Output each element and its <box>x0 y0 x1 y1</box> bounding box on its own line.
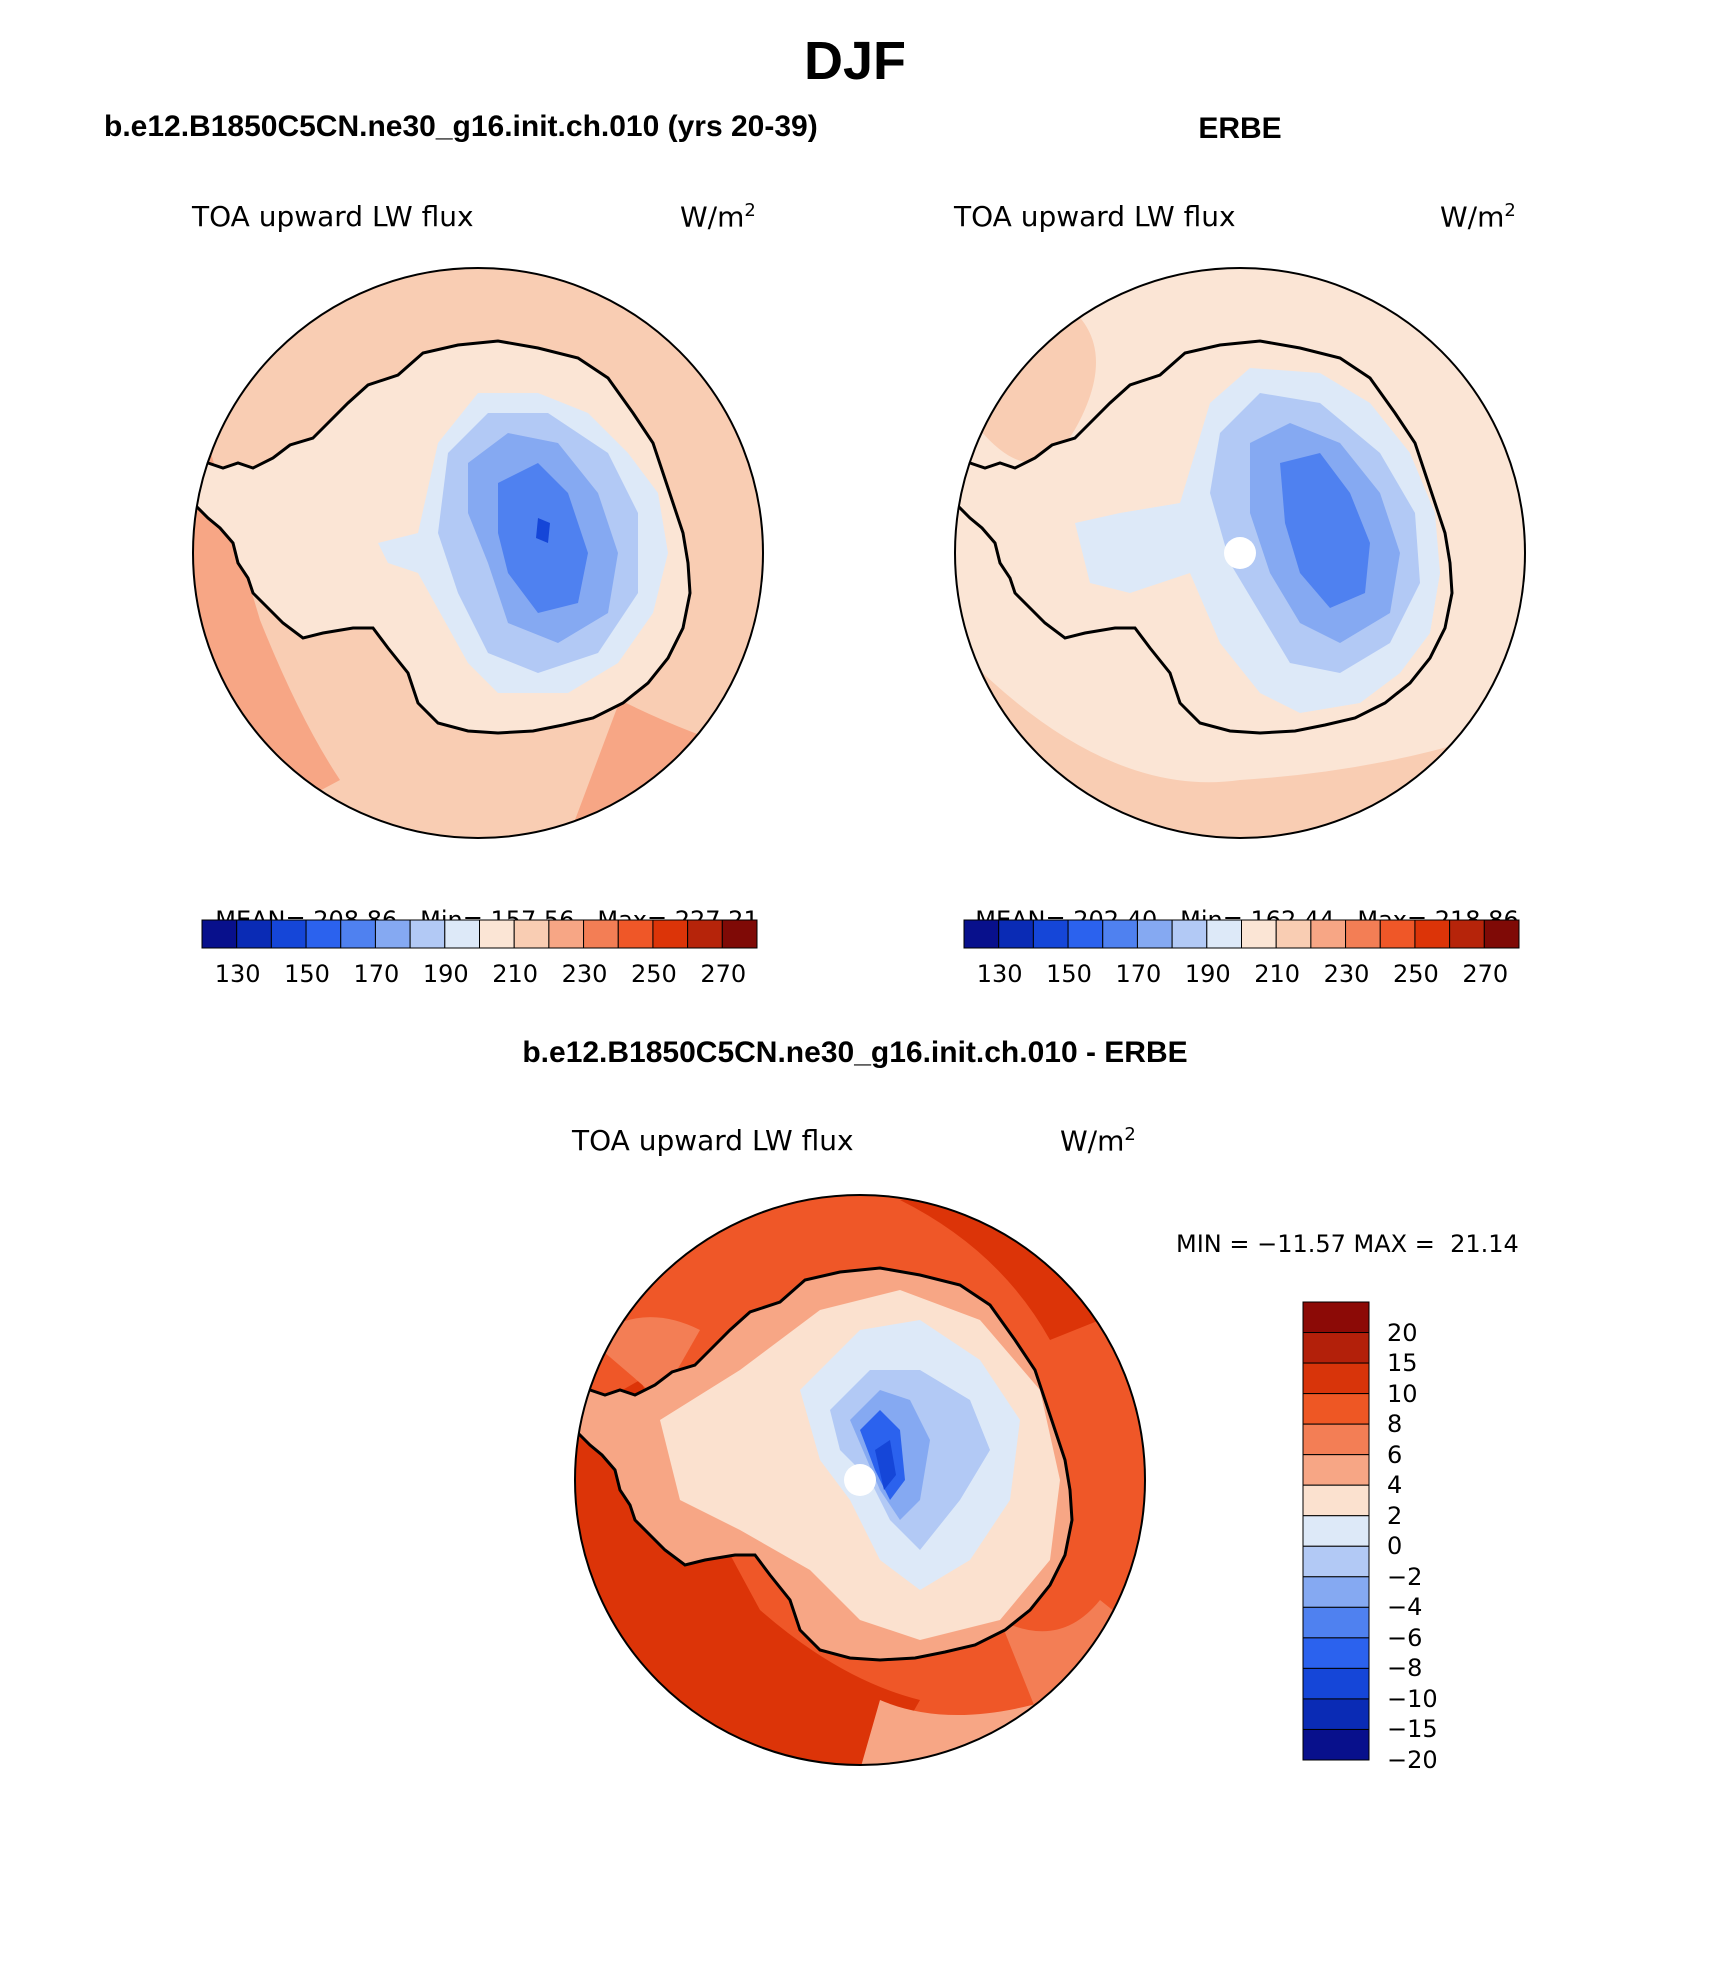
colorbar-swatch <box>1302 1332 1370 1364</box>
colorbar-swatch <box>1302 1698 1370 1730</box>
colorbar-tick-label: 210 <box>492 960 538 988</box>
colorbar-tick-label: 10 <box>1387 1379 1418 1408</box>
colorbar-tick-label: 8 <box>1387 1410 1403 1439</box>
colorbar-swatch <box>1302 1576 1370 1608</box>
colorbar-tick-label: 150 <box>284 960 330 988</box>
colorbar-swatch <box>1032 919 1069 949</box>
colorbar-swatch <box>1310 919 1347 949</box>
colorbar-tick-label: 250 <box>630 960 677 988</box>
colorbar-swatch <box>340 919 376 949</box>
panel-2-map <box>955 268 1525 838</box>
colorbar-swatch <box>444 919 480 949</box>
colorbar-tick-label: −2 <box>1387 1562 1423 1591</box>
colorbar-swatch <box>479 919 515 949</box>
panel-1-colorbar <box>201 919 758 949</box>
panel-1-variable-label: TOA upward LW flux <box>192 200 474 233</box>
colorbar-tick-label: 230 <box>561 960 608 988</box>
colorbar-swatch <box>1302 1667 1370 1700</box>
colorbar-swatch <box>548 919 585 949</box>
colorbar-tick-label: −20 <box>1387 1746 1438 1774</box>
colorbar-swatch <box>236 919 272 949</box>
page-title: DJF <box>803 31 906 91</box>
colorbar-swatch <box>1302 1515 1370 1547</box>
colorbar-tick-label: 170 <box>353 960 400 988</box>
colorbar-tick-label: 270 <box>700 960 747 988</box>
panel-2-colorbar <box>963 919 1520 949</box>
panel-2-map-boundary <box>954 267 1526 839</box>
panel-2-title: ERBE <box>1198 112 1282 145</box>
colorbar-tick-label: 170 <box>1115 960 1162 988</box>
colorbar-tick-label: 270 <box>1462 960 1509 988</box>
colorbar-swatch <box>1302 1301 1370 1334</box>
panel-1-title: b.e12.B1850C5CN.ne30_g16.init.ch.010 (yr… <box>104 110 818 143</box>
colorbar-swatch <box>1345 919 1381 949</box>
panel-1-map <box>193 268 763 838</box>
colorbar-tick-label: −10 <box>1387 1684 1438 1713</box>
colorbar-swatch <box>1067 919 1104 949</box>
colorbar-swatch <box>1302 1606 1370 1639</box>
colorbar-swatch <box>687 919 723 949</box>
panel-2-units-label: W/m2 <box>1440 200 1516 234</box>
colorbar-tick-label: 0 <box>1387 1532 1403 1561</box>
colorbar-swatch <box>201 919 238 949</box>
colorbar-swatch <box>1302 1454 1370 1486</box>
panel-3-map-boundary <box>574 1194 1146 1766</box>
colorbar-tick-label: −8 <box>1387 1654 1423 1683</box>
colorbar-swatch <box>1302 1545 1370 1578</box>
colorbar-tick-label: 15 <box>1387 1349 1418 1378</box>
colorbar-swatch <box>1483 919 1520 949</box>
colorbar-swatch <box>305 919 342 949</box>
colorbar-tick-label: 6 <box>1387 1440 1403 1469</box>
colorbar-swatch <box>409 919 446 949</box>
colorbar-swatch <box>963 919 1000 949</box>
colorbar-swatch <box>583 919 619 949</box>
colorbar-swatch <box>1302 1393 1370 1425</box>
colorbar-swatch <box>1302 1728 1370 1761</box>
colorbar-swatch <box>1275 919 1312 949</box>
panel-3-minmax: MIN = −11.57 MAX = 21.14 <box>1176 1230 1519 1258</box>
panel-1-units-label: W/m2 <box>680 200 756 234</box>
colorbar-tick-label: 210 <box>1254 960 1300 988</box>
colorbar-swatch <box>1302 1423 1370 1456</box>
colorbar-swatch <box>1102 919 1138 949</box>
colorbar-swatch <box>1136 919 1173 949</box>
colorbar-swatch <box>1302 1637 1370 1669</box>
colorbar-swatch <box>998 919 1034 949</box>
colorbar-swatch <box>270 919 307 949</box>
colorbar-tick-label: 250 <box>1392 960 1439 988</box>
colorbar-swatch <box>721 919 758 949</box>
colorbar-swatch <box>1302 1484 1370 1517</box>
colorbar-swatch <box>1171 919 1208 949</box>
colorbar-tick-label: −4 <box>1387 1593 1423 1622</box>
colorbar-swatch <box>1449 919 1485 949</box>
colorbar-swatch <box>1379 919 1416 949</box>
panel-3-variable-label: TOA upward LW flux <box>572 1124 854 1157</box>
colorbar-tick-label: 2 <box>1387 1501 1403 1530</box>
panel-2-variable-label: TOA upward LW flux <box>954 200 1236 233</box>
colorbar-swatch <box>1241 919 1277 949</box>
colorbar-tick-label: 4 <box>1387 1471 1403 1500</box>
colorbar-tick-label: 130 <box>976 960 1023 988</box>
colorbar-tick-label: 190 <box>422 960 469 988</box>
colorbar-tick-label: 150 <box>1046 960 1092 988</box>
colorbar-swatch <box>652 919 689 949</box>
colorbar-tick-label: 230 <box>1323 960 1370 988</box>
panel-3-colorbar <box>1302 1301 1370 1761</box>
colorbar-swatch <box>1302 1362 1370 1395</box>
colorbar-tick-label: −6 <box>1387 1623 1423 1652</box>
colorbar-swatch <box>374 919 411 949</box>
colorbar-tick-label: −15 <box>1387 1715 1438 1744</box>
panel-1-map-boundary <box>192 267 764 839</box>
panel-3-title: b.e12.B1850C5CN.ne30_g16.init.ch.010 - E… <box>522 1036 1188 1069</box>
colorbar-tick-label: 190 <box>1184 960 1231 988</box>
colorbar-tick-label: 130 <box>214 960 261 988</box>
colorbar-swatch <box>617 919 654 949</box>
panel-3-units-label: W/m2 <box>1060 1124 1136 1158</box>
colorbar-tick-label: 20 <box>1387 1318 1418 1347</box>
colorbar-swatch <box>513 919 550 949</box>
colorbar-swatch <box>1206 919 1242 949</box>
colorbar-swatch <box>1414 919 1451 949</box>
